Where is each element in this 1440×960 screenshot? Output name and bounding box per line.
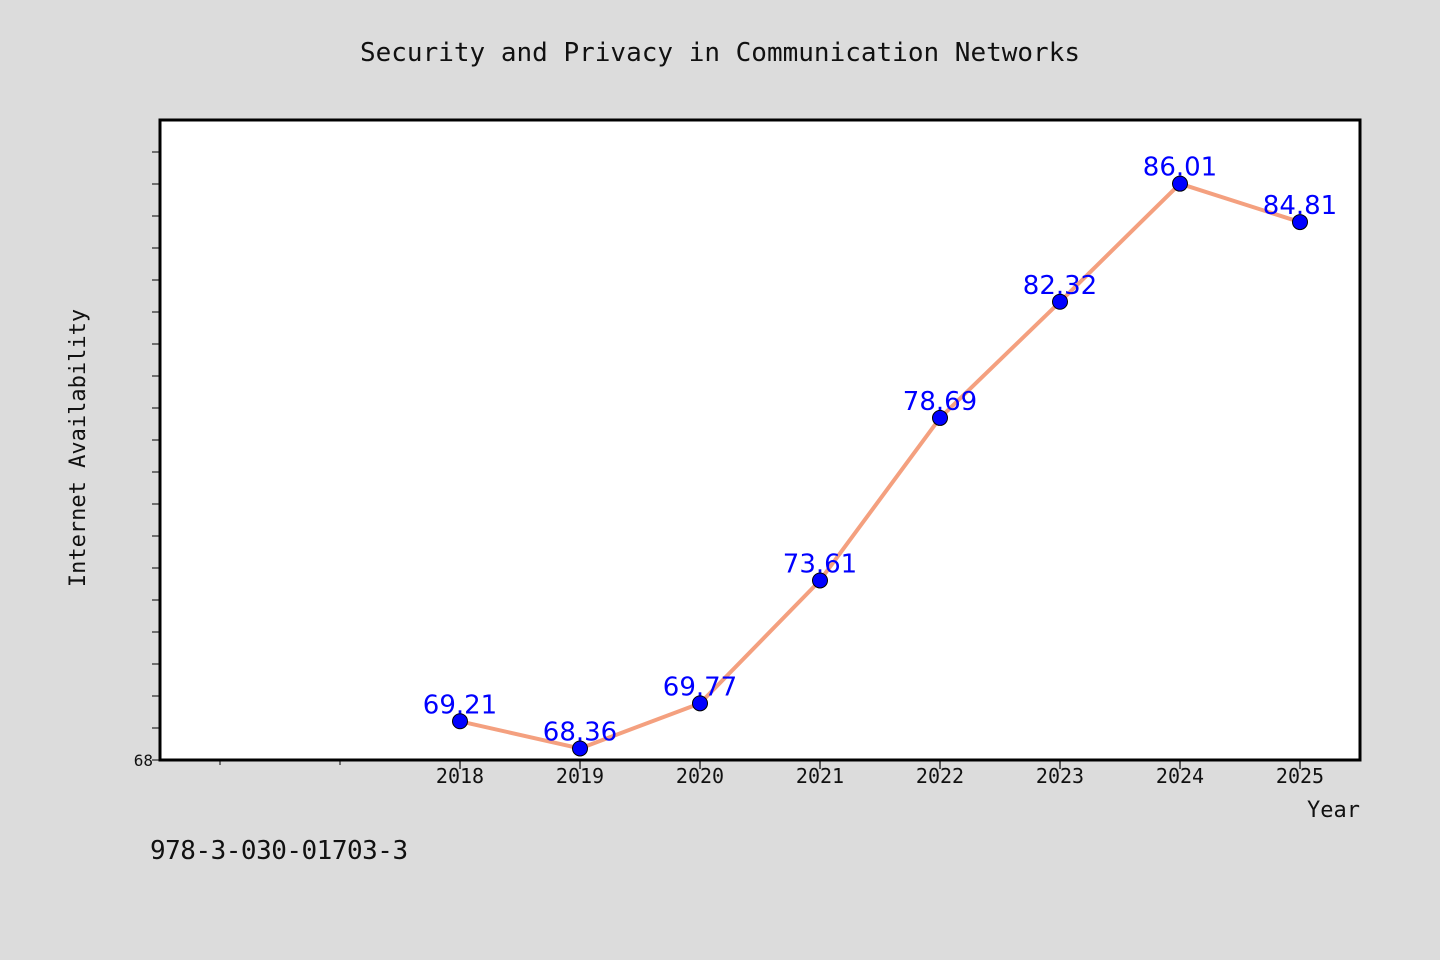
x-tick-label: 2024: [1156, 764, 1204, 788]
x-tick-label: 2020: [676, 764, 724, 788]
data-label: 82.32: [1023, 271, 1097, 301]
x-tick-label: 2023: [1036, 764, 1084, 788]
y-axis-ticks: 68: [134, 151, 160, 770]
data-point-marker: [572, 740, 588, 757]
y-tick-label: 68: [134, 751, 153, 770]
plot-area: [160, 120, 1360, 760]
data-point-marker: [692, 695, 708, 712]
plot-frame: [158, 118, 1362, 762]
series-line: [458, 181, 1302, 751]
data-point-marker: [1172, 175, 1188, 192]
footer-identifier: 978-3-030-01703-3: [150, 836, 408, 866]
data-label: 78.69: [903, 387, 977, 417]
x-axis-ticks: 2018 2019 2020 2021 2022 2023 2024 2025: [219, 760, 1324, 788]
data-label: 73.61: [783, 549, 857, 579]
data-point-marker: [1292, 214, 1308, 231]
data-label: 68.36: [543, 717, 617, 747]
data-point-marker: [452, 713, 468, 730]
data-point-marker: [1052, 293, 1068, 310]
data-point-marker: [812, 572, 828, 589]
data-label: 69.21: [423, 690, 497, 720]
data-label: 84.81: [1263, 191, 1337, 221]
data-point-marker: [932, 409, 948, 426]
x-tick-label: 2022: [916, 764, 964, 788]
y-axis-label: Internet Availability: [66, 309, 91, 587]
data-label: 69.77: [663, 672, 737, 702]
x-tick-label: 2021: [796, 764, 844, 788]
data-label: 86.01: [1143, 153, 1217, 183]
series-layer: 69.21 68.36 69.77 73.61 78.69 82.32 86.01 84.81: [423, 153, 1337, 757]
x-axis-label: Year: [1307, 798, 1360, 823]
x-tick-label: 2019: [556, 764, 604, 788]
chart-title: Security and Privacy in Communication Ne…: [360, 38, 1080, 68]
x-tick-label: 2018: [436, 764, 484, 788]
x-tick-label: 2025: [1276, 764, 1324, 788]
